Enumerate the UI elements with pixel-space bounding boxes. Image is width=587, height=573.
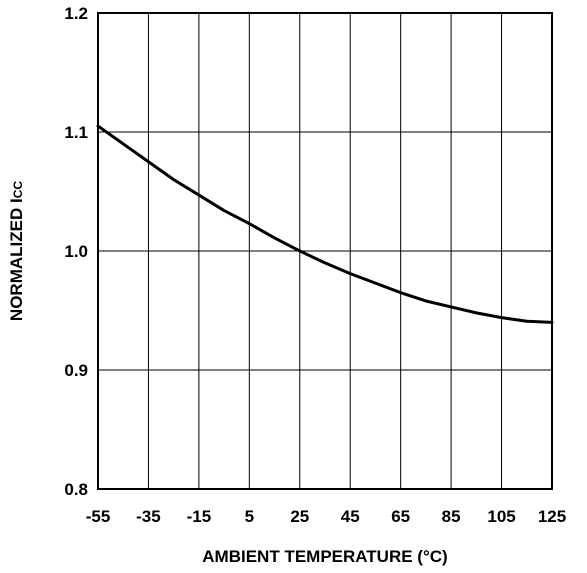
x-tick-label: -55 xyxy=(86,507,111,526)
x-tick-label: 125 xyxy=(538,507,566,526)
y-tick-label: 1.2 xyxy=(64,4,88,23)
y-axis-ticks: 0.8 0.9 1.0 1.1 1.2 xyxy=(64,4,88,499)
x-tick-label: 25 xyxy=(290,507,309,526)
y-tick-label: 1.0 xyxy=(64,242,88,261)
y-tick-label: 1.1 xyxy=(64,123,88,142)
x-tick-label: -35 xyxy=(136,507,161,526)
plot-frame xyxy=(97,12,553,490)
y-tick-label: 0.8 xyxy=(64,480,88,499)
y-axis-title-subscript: CC xyxy=(11,181,25,199)
x-axis-ticks: -55 -35 -15 5 25 45 65 85 105 125 xyxy=(86,507,566,526)
x-tick-label: 45 xyxy=(341,507,360,526)
gridlines xyxy=(97,12,553,490)
x-tick-label: -15 xyxy=(187,507,212,526)
y-axis-title-main: NORMALIZED I xyxy=(7,198,26,321)
x-tick-label: 5 xyxy=(245,507,254,526)
series-curves xyxy=(96,124,554,324)
y-tick-label: 0.9 xyxy=(64,361,88,380)
x-tick-label: 85 xyxy=(442,507,461,526)
series-line xyxy=(96,124,554,324)
y-axis-title: NORMALIZED ICC xyxy=(7,181,26,321)
x-axis-title: AMBIENT TEMPERATURE (°C) xyxy=(202,547,447,566)
x-tick-label: 65 xyxy=(391,507,410,526)
x-tick-label: 105 xyxy=(487,507,515,526)
